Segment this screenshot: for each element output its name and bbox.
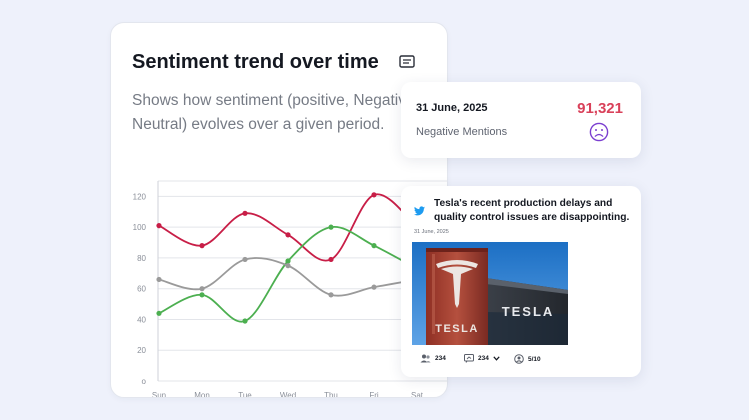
wall-sign-text: TESLA: [502, 304, 555, 319]
share-icon: [464, 354, 474, 363]
data-point: [328, 224, 334, 230]
x-tick-label: Sat: [411, 391, 424, 398]
sentiment-trend-card: Sentiment trend over time Shows how sent…: [110, 22, 448, 398]
x-tick-label: Wed: [280, 391, 296, 398]
x-tick-label: Mon: [194, 391, 210, 398]
data-point: [199, 243, 205, 249]
tweet-date: 31 June, 2025: [414, 229, 449, 235]
x-tick-label: Tue: [238, 391, 252, 398]
description-line-1: Shows how sentiment (positive, Negative: [132, 92, 415, 109]
mentions-label: Negative Mentions: [416, 126, 508, 138]
y-tick-label: 120: [133, 192, 147, 201]
users-stat[interactable]: 234: [420, 354, 446, 363]
tweet-card: Tesla's recent production delays and qua…: [401, 186, 641, 377]
data-point: [285, 258, 291, 264]
x-tick-label: Fri: [369, 391, 379, 398]
data-point: [371, 192, 377, 198]
score-value: 5/10: [528, 355, 541, 363]
y-tick-label: 40: [137, 315, 146, 324]
card-title: Sentiment trend over time: [132, 51, 379, 73]
users-count: 234: [435, 355, 446, 362]
negative-mentions-card: 31 June, 2025 Negative Mentions 91,321: [401, 82, 641, 158]
score-stat[interactable]: 5/10: [514, 354, 541, 364]
user-circle-icon: [514, 354, 524, 364]
data-point: [371, 243, 377, 249]
y-tick-label: o: [142, 377, 147, 386]
data-point: [199, 286, 205, 292]
chevron-down-icon[interactable]: [493, 356, 500, 361]
shares-count: 234: [478, 355, 489, 362]
data-point: [156, 310, 162, 316]
data-point: [285, 232, 291, 238]
comment-icon[interactable]: [399, 55, 415, 69]
shares-stat[interactable]: 234: [464, 354, 500, 363]
card-description: Shows how sentiment (positive, Negative …: [132, 89, 447, 137]
data-point: [328, 292, 334, 298]
mentions-count: 91,321: [577, 100, 623, 117]
description-line-2: Neutral) evolves over a given period.: [132, 116, 385, 133]
y-tick-label: 60: [137, 285, 146, 294]
y-tick-label: 20: [137, 346, 146, 355]
pylon-sign-text: TESLA: [435, 323, 479, 335]
data-point: [156, 276, 162, 283]
twitter-bird-icon: [414, 206, 425, 216]
data-point: [156, 223, 162, 229]
data-point: [242, 318, 248, 324]
data-point: [242, 256, 248, 263]
x-tick-label: Sun: [152, 391, 166, 398]
data-point: [328, 256, 334, 263]
y-tick-label: 100: [133, 223, 147, 232]
data-point: [285, 263, 291, 269]
tweet-text: Tesla's recent production delays and qua…: [434, 198, 630, 223]
sentiment-line-chart: o 20 40 60 80 100 120 Sun Mon Tue Wed Thu Fri Sat: [133, 180, 447, 398]
series-line-1: [158, 226, 418, 323]
sad-face-icon: [589, 122, 609, 142]
tesla-showroom-image: TESLA TESLA: [412, 242, 568, 345]
x-tick-label: Thu: [324, 391, 338, 398]
data-point: [199, 292, 205, 298]
data-point: [371, 284, 377, 290]
tweet-stats-row: 234 234 5/10: [420, 354, 630, 366]
mentions-date: 31 June, 2025: [416, 102, 488, 114]
data-point: [242, 210, 248, 216]
y-tick-label: 80: [137, 254, 146, 263]
users-icon: [420, 354, 431, 363]
